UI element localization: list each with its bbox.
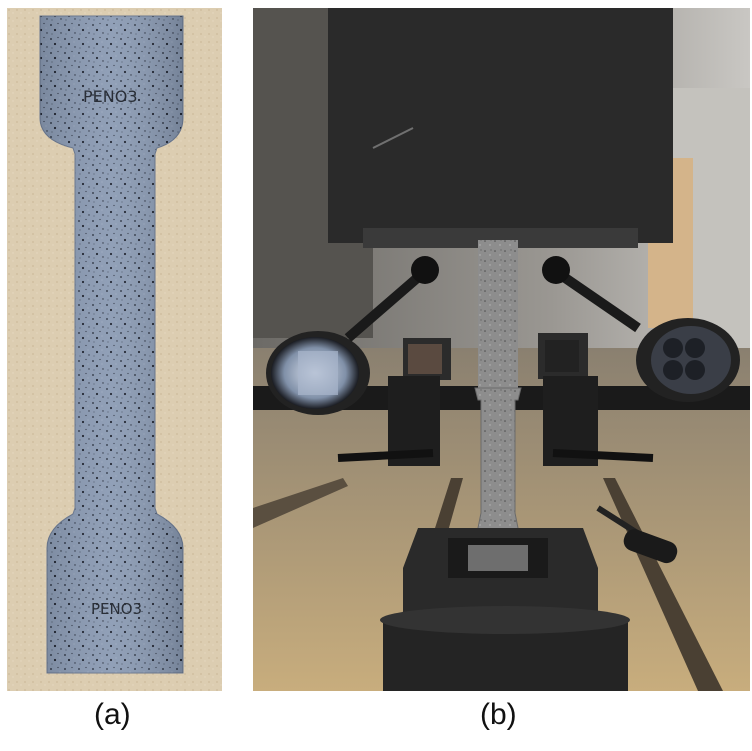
panel-b-caption: (b) bbox=[480, 698, 517, 731]
specimen-mark-top: PENO3 bbox=[83, 87, 138, 106]
test-setup-drawing: 1 bbox=[253, 8, 750, 691]
specimen-photo-drawing: PENO3 PENO3 bbox=[7, 8, 222, 691]
specimen-mark-bottom: PENO3 bbox=[91, 600, 142, 618]
specimen-photo: PENO3 PENO3 bbox=[7, 8, 222, 691]
panel-a-caption: (a) bbox=[94, 698, 131, 731]
test-setup-photo: 1 bbox=[253, 8, 750, 691]
